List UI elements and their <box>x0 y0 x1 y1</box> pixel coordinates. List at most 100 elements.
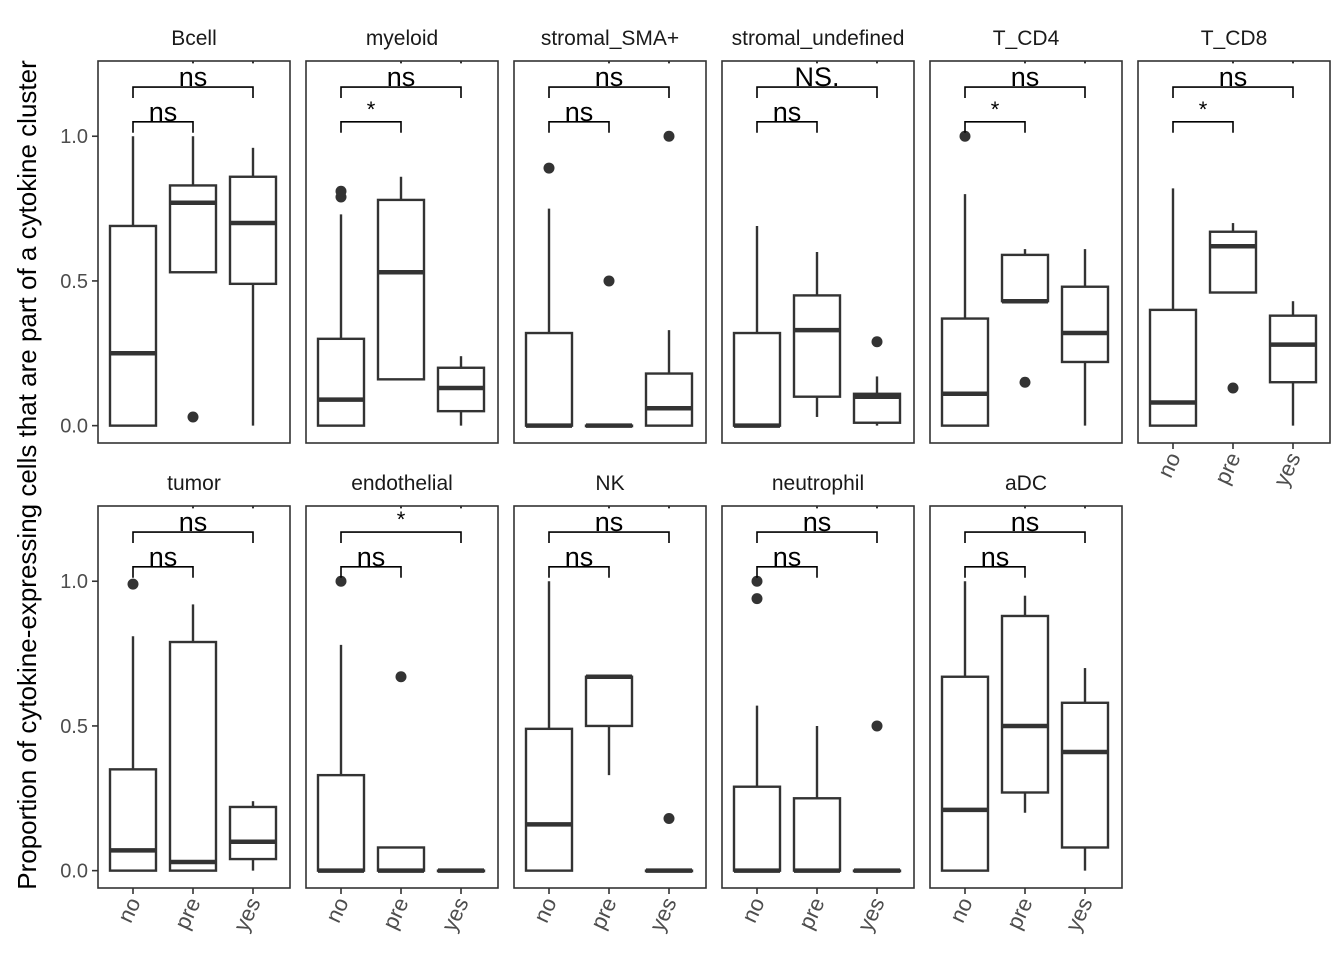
significance-label: ns <box>565 97 594 127</box>
box-iqr <box>228 805 278 861</box>
significance-label: * <box>635 472 644 497</box>
x-tick-label: yes <box>1060 894 1097 936</box>
panel-border <box>929 60 1123 444</box>
x-tick-label: yes <box>436 894 473 936</box>
x-tick-label: pre <box>169 894 205 933</box>
significance-bracket <box>756 565 818 578</box>
box-iqr <box>732 785 782 872</box>
box-iqr <box>524 331 574 427</box>
x-tick-label: no <box>737 894 770 927</box>
outlier-point <box>871 336 883 348</box>
y-axis-label: Proportion of cytokine-expressing cells … <box>12 60 42 890</box>
significance-bracket <box>340 120 402 133</box>
y-tick-label: 1.0 <box>60 126 88 148</box>
significance-label: ns <box>1011 507 1040 537</box>
significance-label: * <box>367 97 376 122</box>
box-iqr <box>108 224 158 427</box>
significance-bracket <box>340 531 462 544</box>
significance-bracket <box>340 565 402 578</box>
box-iqr <box>1000 614 1050 794</box>
outlier-point <box>335 185 347 197</box>
significance-label: ns <box>773 97 802 127</box>
panel-border <box>1137 60 1331 444</box>
box-iqr <box>168 184 218 274</box>
outlier-point <box>959 130 971 142</box>
facet-title: Bcell <box>171 27 217 50</box>
facet-title: neutrophil <box>772 472 864 495</box>
significance-bracket <box>548 86 670 99</box>
box-iqr <box>1208 230 1258 294</box>
significance-bracket <box>132 86 254 99</box>
y-tick-label: 0.5 <box>60 716 88 738</box>
box-iqr <box>376 198 426 381</box>
significance-label: ns <box>357 542 386 572</box>
significance-label: ns <box>149 542 178 572</box>
outlier-point <box>663 813 675 825</box>
box-iqr <box>940 675 990 872</box>
box-iqr <box>376 846 426 872</box>
box-iqr <box>228 175 278 286</box>
box-iqr <box>1060 701 1110 849</box>
panel-border <box>97 60 291 444</box>
box-iqr <box>316 773 366 872</box>
outlier-point <box>1019 376 1031 388</box>
x-tick-label: pre <box>585 894 621 933</box>
significance-label: ns <box>179 507 208 537</box>
x-tick-label: yes <box>644 894 681 936</box>
panel-content: ns** <box>316 506 486 873</box>
x-tick-label: no <box>529 894 562 927</box>
significance-bracket <box>132 565 194 578</box>
significance-label: NS. <box>794 62 839 92</box>
facet-title: NK <box>595 472 624 495</box>
significance-label: ns <box>981 542 1010 572</box>
x-tick-label: no <box>321 894 354 927</box>
significance-label: ns <box>149 97 178 127</box>
facet-title: myeloid <box>366 27 438 50</box>
y-tick-label: 1.0 <box>60 571 88 593</box>
x-tick-label: yes <box>1268 449 1305 491</box>
facet-title: T_CD4 <box>993 27 1060 50</box>
box-iqr <box>584 675 634 728</box>
significance-label: * <box>397 507 406 532</box>
x-tick-label: no <box>1153 449 1186 482</box>
box-iqr <box>524 727 574 872</box>
significance-bracket <box>548 120 610 133</box>
box-iqr <box>1268 314 1318 384</box>
box-iqr <box>940 317 990 427</box>
box-iqr <box>792 797 842 872</box>
significance-bracket <box>756 86 878 99</box>
x-tick-label: pre <box>377 894 413 933</box>
significance-label: ns <box>1219 62 1248 92</box>
facet-title: T_CD8 <box>1201 27 1268 50</box>
facet-t-cd8: T_CD8*ns*no pre yes <box>1137 27 1331 491</box>
facet-title: stromal_SMA+ <box>541 27 679 50</box>
panel-border <box>721 60 915 444</box>
x-tick-label: pre <box>1001 894 1037 933</box>
significance-bracket <box>548 531 670 544</box>
panel-border <box>513 505 707 889</box>
panel-border <box>513 60 707 444</box>
panel-content: *ns* <box>1148 61 1318 427</box>
significance-label: ns <box>179 62 208 92</box>
outlier-point <box>871 720 883 732</box>
y-tick-label: 0.0 <box>60 416 88 438</box>
significance-label: * <box>1199 97 1208 122</box>
significance-label: * <box>991 97 1000 122</box>
box-iqr <box>732 331 782 427</box>
significance-label: ns <box>803 507 832 537</box>
outlier-point <box>751 593 763 605</box>
